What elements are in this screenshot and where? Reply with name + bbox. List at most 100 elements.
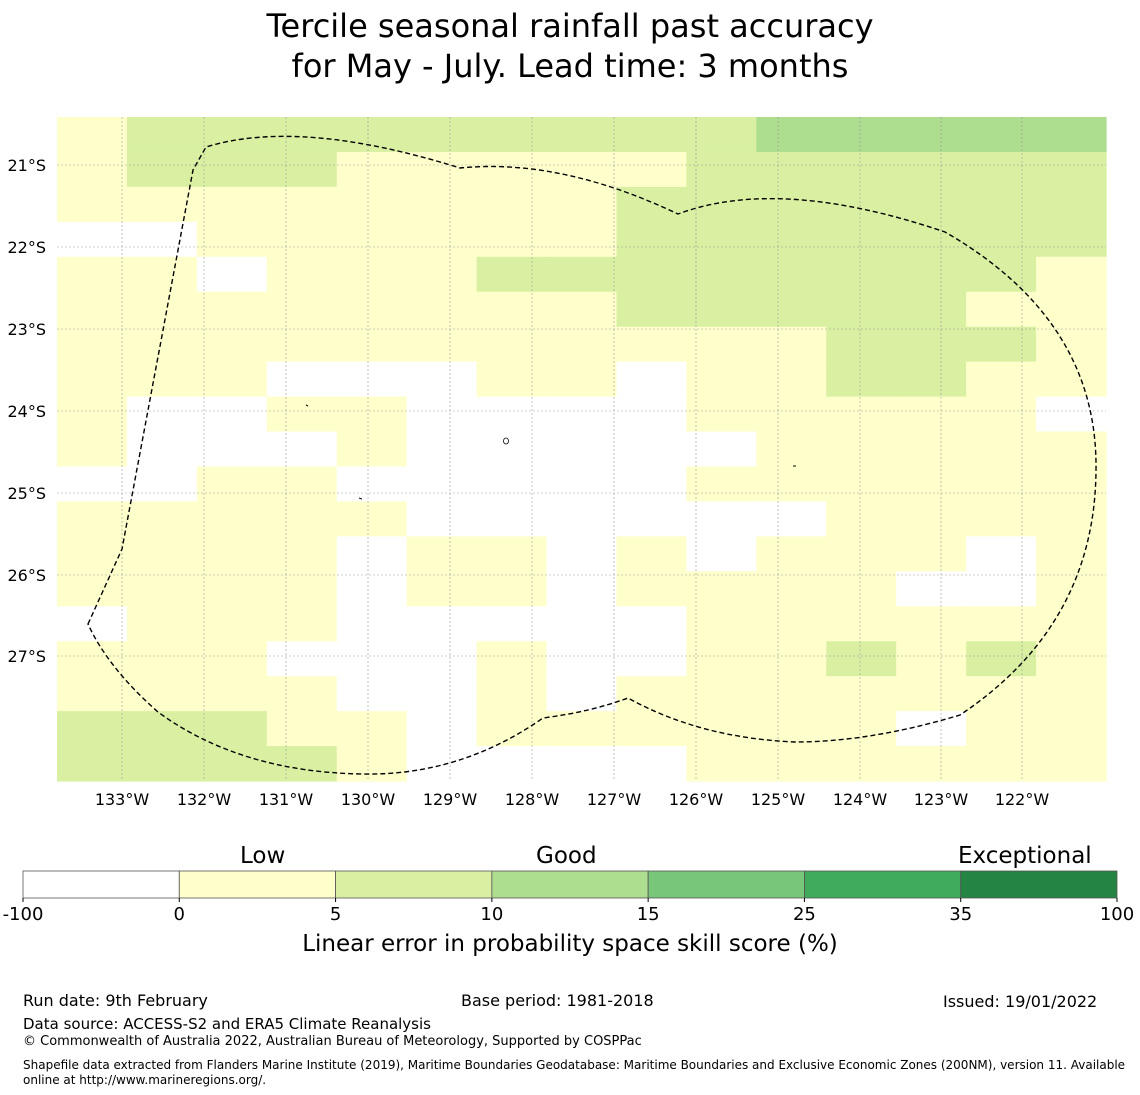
grid-cell bbox=[1036, 151, 1107, 188]
grid-cell bbox=[546, 396, 618, 433]
grid-cell bbox=[616, 641, 687, 677]
colorbar: -100 0 5 10 15 25 35 100 bbox=[3, 870, 1134, 925]
grid-cell bbox=[476, 641, 548, 677]
grid-cell bbox=[57, 501, 128, 537]
grid-cell bbox=[616, 326, 687, 363]
grid-cell bbox=[336, 641, 408, 677]
grid-cell bbox=[266, 431, 338, 468]
grid-cell bbox=[266, 221, 338, 258]
colorbar-label-low: Low bbox=[240, 843, 286, 869]
grid-cell bbox=[616, 466, 687, 503]
grid-cell bbox=[57, 711, 128, 747]
colorbar-label-exceptional: Exceptional bbox=[958, 843, 1092, 869]
colorbar-tick-label: -100 bbox=[3, 904, 44, 925]
grid-cell bbox=[57, 326, 128, 363]
grid-cell bbox=[196, 326, 268, 363]
grid-cell bbox=[686, 431, 757, 468]
grid-cell bbox=[966, 746, 1037, 782]
grid-cell bbox=[966, 466, 1037, 503]
islands bbox=[305, 404, 796, 500]
grid-cell bbox=[1036, 641, 1107, 677]
grid-cell bbox=[616, 501, 687, 537]
grid-cell bbox=[57, 186, 128, 223]
skill-grid bbox=[57, 117, 1107, 782]
grid-cell bbox=[126, 606, 198, 642]
grid-cell bbox=[336, 291, 408, 328]
grid-cell bbox=[476, 291, 548, 328]
grid-cell bbox=[406, 117, 478, 153]
grid-cell bbox=[616, 256, 687, 293]
grid-cell bbox=[966, 291, 1037, 328]
grid-cell bbox=[476, 151, 548, 188]
grid-cell bbox=[476, 117, 548, 153]
grid-cell bbox=[1036, 536, 1107, 572]
grid-cell bbox=[826, 676, 897, 712]
grid-cell bbox=[406, 396, 478, 433]
grid-cell bbox=[126, 676, 198, 712]
grid-cell bbox=[896, 746, 967, 782]
shapefile-credit-line2: online at http://www.marineregions.org/. bbox=[23, 1073, 267, 1087]
grid-cell bbox=[476, 501, 548, 537]
lon-tick-label: 124°W bbox=[833, 790, 888, 809]
grid-cell bbox=[406, 221, 478, 258]
grid-cell bbox=[826, 221, 897, 258]
colorbar-tick-label: 0 bbox=[174, 904, 185, 925]
grid-cell bbox=[826, 396, 897, 433]
grid-cell bbox=[57, 606, 128, 642]
grid-cell bbox=[196, 571, 268, 607]
colorbar-label-good: Good bbox=[536, 843, 597, 869]
lon-tick-label: 127°W bbox=[587, 790, 642, 809]
grid-cell bbox=[336, 571, 408, 607]
chart-title-line2: for May - July. Lead time: 3 months bbox=[291, 47, 849, 85]
grid-cell bbox=[686, 501, 757, 537]
map-gridlines bbox=[57, 117, 1106, 781]
grid-cell bbox=[1036, 711, 1107, 747]
colorbar-segment bbox=[178, 870, 336, 899]
grid-cell bbox=[476, 361, 548, 398]
issued-date: Issued: 19/01/2022 bbox=[943, 992, 1098, 1011]
grid-cell bbox=[616, 711, 687, 747]
grid-cell bbox=[406, 606, 478, 642]
grid-cell bbox=[756, 361, 827, 398]
grid-cell bbox=[336, 466, 408, 503]
grid-cell bbox=[476, 571, 548, 607]
grid-cell bbox=[686, 291, 757, 328]
grid-cell bbox=[896, 326, 967, 363]
grid-cell bbox=[546, 711, 618, 747]
grid-cell bbox=[546, 431, 618, 468]
grid-cell bbox=[336, 431, 408, 468]
grid-cell bbox=[266, 501, 338, 537]
lon-tick-label: 130°W bbox=[341, 790, 396, 809]
grid-cell bbox=[126, 641, 198, 677]
grid-cell bbox=[686, 746, 757, 782]
grid-cell bbox=[896, 396, 967, 433]
grid-cell bbox=[1036, 606, 1107, 642]
grid-cell bbox=[686, 151, 757, 188]
grid-cell bbox=[756, 641, 827, 677]
grid-cell bbox=[336, 746, 408, 782]
grid-cell bbox=[406, 571, 478, 607]
grid-cell bbox=[546, 536, 618, 572]
grid-cell bbox=[336, 676, 408, 712]
island bbox=[358, 497, 363, 500]
grid-cell bbox=[336, 117, 408, 153]
grid-cell bbox=[336, 256, 408, 293]
grid-cell bbox=[826, 466, 897, 503]
grid-cell bbox=[826, 606, 897, 642]
grid-cell bbox=[546, 676, 618, 712]
grid-cell bbox=[196, 186, 268, 223]
grid-cell bbox=[826, 361, 897, 398]
grid-cell bbox=[686, 256, 757, 293]
grid-cell bbox=[966, 186, 1037, 223]
lat-tick-label: 26°S bbox=[7, 566, 46, 585]
grid-cell bbox=[406, 466, 478, 503]
grid-cell bbox=[336, 396, 408, 433]
grid-cell bbox=[826, 711, 897, 747]
grid-cell bbox=[406, 536, 478, 572]
colorbar-tick-label: 5 bbox=[330, 904, 341, 925]
grid-cell bbox=[1036, 501, 1107, 537]
grid-cell bbox=[896, 186, 967, 223]
grid-cell bbox=[966, 151, 1037, 188]
base-period: Base period: 1981-2018 bbox=[461, 991, 654, 1010]
colorbar-segment bbox=[335, 870, 493, 899]
